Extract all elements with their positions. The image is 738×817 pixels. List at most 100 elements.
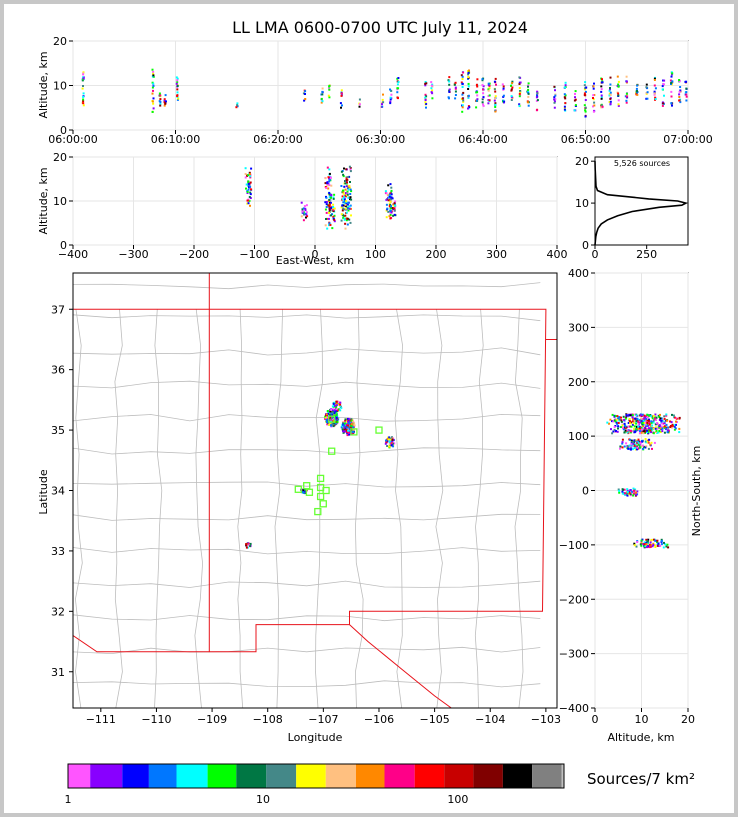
ns-altitude-source [639, 543, 642, 546]
ew-altitude-source [332, 196, 335, 199]
ns-altitude-source [628, 491, 631, 494]
ew-altitude-source [244, 167, 247, 170]
ns-altitude-source [632, 489, 635, 492]
ns-altitude-source [656, 427, 659, 430]
plan-view-source [347, 429, 350, 432]
time-altitude-source [482, 92, 485, 95]
ns-altitude-source [654, 423, 657, 426]
ew-altitude-source [391, 197, 394, 200]
ns-altitude-source [647, 538, 650, 541]
ew-altitude-source [389, 203, 392, 206]
latitude-tick-label: 32 [51, 605, 65, 618]
ns-altitude-source [620, 420, 623, 423]
time-altitude-source [482, 104, 485, 107]
time-altitude-source [653, 92, 656, 95]
time-altitude-source [482, 85, 485, 88]
lma-station-marker [328, 447, 336, 455]
time-altitude-source [670, 83, 672, 85]
time-altitude-source [574, 90, 577, 93]
county-line [394, 309, 404, 708]
ns-altitude-source [657, 426, 660, 429]
time-altitude-source [494, 110, 497, 113]
ns-altitude-source [646, 540, 649, 543]
ns-altitude-source [630, 425, 633, 428]
ns-altitude-source [637, 443, 640, 446]
time-altitude-source [176, 81, 179, 84]
plan-view-source [388, 440, 391, 443]
ew-altitude-source [389, 198, 392, 201]
ew-altitude-source [302, 207, 305, 210]
time-altitude-source [475, 84, 478, 86]
ns-altitude-source [634, 413, 637, 416]
plan-view-source [353, 424, 356, 427]
ns-altitude-source [635, 420, 638, 423]
ns-altitude-source [629, 445, 632, 448]
plan-view-source [325, 418, 328, 421]
time-altitude-source [448, 76, 451, 79]
time-altitude-source [501, 83, 504, 86]
county-line [474, 309, 484, 708]
plan-view-source [347, 424, 350, 427]
ns-altitude-source [648, 414, 651, 417]
ns-altitude-source [652, 544, 655, 546]
time-altitude-source [601, 78, 603, 81]
ew-altitude-source [346, 223, 349, 226]
plan-view-source [330, 424, 333, 427]
histogram-count-tick-label: 0 [592, 248, 599, 261]
county-line [73, 447, 541, 455]
ew-altitude-source [303, 205, 306, 208]
time-altitude-source [321, 90, 324, 93]
ew-altitude-source [326, 227, 329, 230]
time-altitude-source [563, 107, 566, 110]
time-altitude-source [609, 103, 612, 105]
plan-view-source [343, 422, 346, 425]
ns-altitude-source [626, 429, 629, 432]
time-altitude-source [608, 89, 611, 92]
ns-altitude-source [617, 425, 620, 428]
ns-altitude-source [651, 428, 654, 431]
time-altitude-source [661, 104, 664, 107]
ns-altitude-source [629, 448, 632, 451]
plan-view-source [339, 401, 342, 404]
ns-altitude-source [621, 446, 624, 449]
ns-altitude-source [643, 423, 646, 426]
ns-altitude-source [671, 424, 674, 427]
ns-altitude-source [658, 430, 661, 432]
time-altitude-source [670, 75, 673, 78]
time-altitude-source [152, 82, 155, 85]
ew-altitude-source [390, 193, 393, 196]
county-line [354, 309, 364, 708]
plan-view-source [349, 419, 352, 422]
time-altitude-source [553, 101, 556, 104]
ns-altitude-source [667, 427, 670, 430]
time-altitude-source [518, 95, 521, 98]
county-line [73, 547, 541, 555]
ew-altitude-source [344, 222, 347, 225]
time-altitude-source [625, 101, 628, 104]
plan-view-source [352, 431, 355, 434]
plan-view-source [385, 439, 387, 442]
ns-altitude-source [642, 417, 645, 420]
time-altitude-source [617, 99, 620, 102]
lma-station-marker [314, 507, 322, 516]
time-altitude-source [563, 108, 566, 111]
ns-altitude-source [648, 427, 650, 430]
plan-view-source [329, 410, 332, 413]
time-altitude-source [608, 94, 611, 97]
time-altitude-source [636, 84, 639, 87]
time-altitude-source [679, 101, 682, 104]
ns-altitude-source [663, 425, 666, 428]
time-altitude-source [476, 78, 479, 81]
ew-altitude-source [327, 187, 330, 190]
ns-altitude-source [660, 540, 663, 542]
ew-altitude-source [248, 199, 251, 202]
ns-altitude-source [670, 421, 673, 424]
time-altitude-source [390, 93, 393, 96]
time-altitude-source [396, 87, 399, 90]
time-altitude-source [468, 106, 471, 109]
ew-altitude-source [325, 196, 328, 199]
ns-altitude-source [622, 415, 625, 418]
time-altitude-source [487, 84, 490, 87]
time-altitude-source [397, 77, 400, 79]
colorbar-cell [384, 764, 415, 788]
